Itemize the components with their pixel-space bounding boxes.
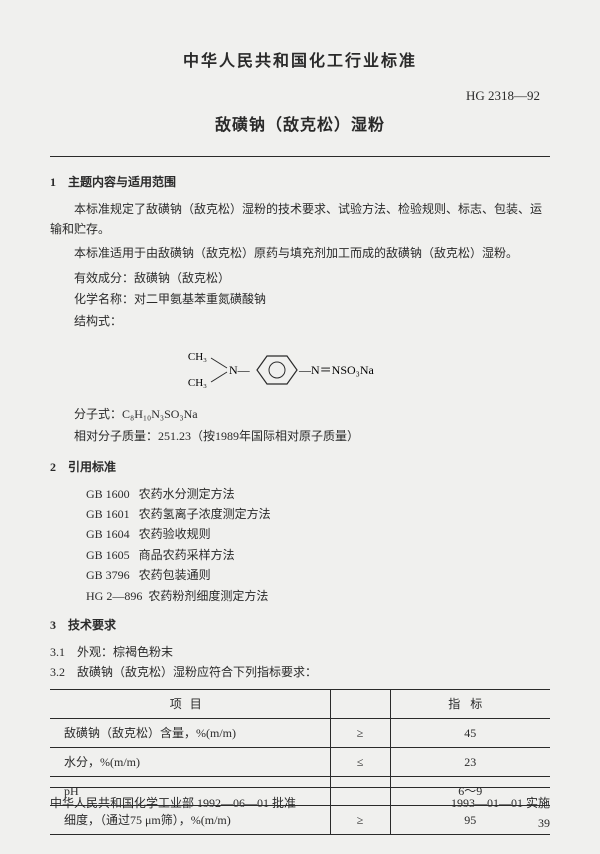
cell-name: 水分，%(m/m) [50,747,330,776]
structure-label: 结构式： [74,311,550,333]
footer-rule [50,787,550,788]
col-op [330,689,390,718]
org-title: 中华人民共和国化工行业标准 [50,50,550,74]
table-row: 敌磺钠（敌克松）含量，%(m/m) ≥ 45 [50,718,550,747]
page-number: 39 [50,814,550,832]
approval-text: 中华人民共和国化学工业部 1992—06—01 批准 [50,794,296,812]
ingredient-line: 有效成分：敌磺钠（敌克松） [74,268,550,290]
cell-op: ≤ [330,747,390,776]
section-3-1: 3.1 外观：棕褐色粉末 [50,642,550,662]
cell-op: ≥ [330,718,390,747]
svg-text:CH₃: CH₃ [188,351,207,363]
ref-item: GB 1604 农药验收规则 [86,524,550,544]
cell-name: 敌磺钠（敌克松）含量，%(m/m) [50,718,330,747]
molecular-formula: 分子式：C₈H₁₀N₃SO₃Na [74,404,550,426]
molecular-mass: 相对分子质量：251.23（按1989年国际相对原子质量） [74,426,550,448]
table-row: 水分，%(m/m) ≤ 23 [50,747,550,776]
doc-code: HG 2318—92 [50,86,550,106]
ref-item: GB 3796 农药包装通则 [86,565,550,585]
section-1-p2: 本标准适用于由敌磺钠（敌克松）原药与填充剂加工而成的敌磺钠（敌克松）湿粉。 [50,243,550,263]
ref-item: HG 2—896 农药粉剂细度测定方法 [86,586,550,606]
cell-val: 23 [390,747,550,776]
section-3-head: 3 技术要求 [50,616,550,634]
svg-text:CH₃: CH₃ [188,377,207,389]
doc-title: 敌磺钠（敌克松）湿粉 [50,114,550,138]
ref-item: GB 1601 农药氢离子浓度测定方法 [86,504,550,524]
table-header: 项目 指标 [50,689,550,718]
section-1-head: 1 主题内容与适用范围 [50,173,550,191]
chem-name-line: 化学名称：对二甲氨基苯重氮磺酸钠 [74,289,550,311]
ref-item: GB 1600 农药水分测定方法 [86,484,550,504]
structural-formula: CH₃ CH₃ N— —N＝NSO₃Na [50,346,550,392]
svg-text:—N＝NSO₃Na: —N＝NSO₃Na [298,363,375,377]
cell-val: 45 [390,718,550,747]
footer: 中华人民共和国化学工业部 1992—06—01 批准 1993—01—01 实施… [50,787,550,832]
section-2-head: 2 引用标准 [50,458,550,476]
ref-item: GB 1605 商品农药采样方法 [86,545,550,565]
col-item: 项目 [50,689,330,718]
section-1-p1: 本标准规定了敌磺钠（敌克松）湿粉的技术要求、试验方法、检验规则、标志、包装、运输… [50,199,550,240]
svg-text:N—: N— [229,363,251,377]
effective-text: 1993—01—01 实施 [451,794,550,812]
col-target: 指标 [390,689,550,718]
reference-list: GB 1600 农药水分测定方法 GB 1601 农药氢离子浓度测定方法 GB … [86,484,550,606]
divider [50,156,550,157]
section-3-2: 3.2 敌磺钠（敌克松）湿粉应符合下列指标要求： [50,662,550,682]
